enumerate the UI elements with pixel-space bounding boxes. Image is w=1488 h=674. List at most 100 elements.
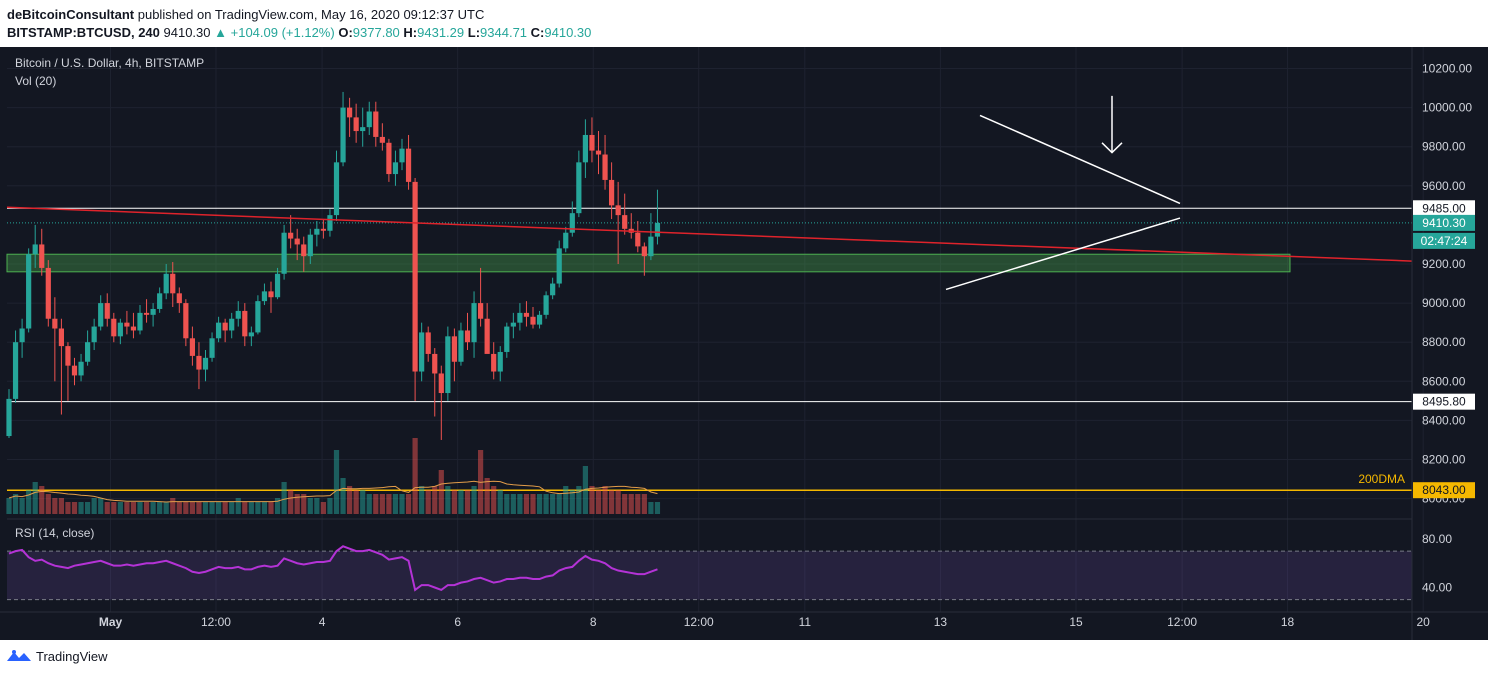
volume-bar [157, 502, 163, 514]
volume-bar [71, 502, 78, 514]
volume-bar [641, 494, 647, 514]
candle-body [216, 322, 222, 339]
price-tick-label: 9000.00 [1422, 296, 1466, 310]
candle-body [484, 318, 490, 354]
chart-panel[interactable]: 80.00 40.00 10200.00 10000.00 9800.00 9600.00… [0, 47, 1488, 640]
candle-body [405, 148, 412, 182]
candle-body [523, 312, 530, 317]
volume-bar [353, 490, 359, 514]
candle-body [333, 162, 340, 216]
volume-bar [576, 486, 582, 514]
volume-bar [176, 502, 182, 514]
volume-bar [39, 486, 45, 514]
volume-bar [255, 502, 261, 514]
price-tick-label: 9800.00 [1422, 140, 1466, 154]
candle-body [366, 111, 372, 128]
price-tick-label: 10200.00 [1422, 62, 1472, 76]
volume-bar [340, 478, 346, 514]
candle-body [242, 310, 248, 337]
volume-bar [386, 494, 392, 514]
volume-bar [137, 502, 143, 514]
rsi-band [7, 551, 1412, 600]
volume-bar [19, 498, 25, 514]
open-label: O: [338, 25, 353, 40]
candle-body [301, 244, 307, 257]
candle-body [340, 107, 346, 163]
candle-body [58, 328, 64, 347]
candle-body [569, 213, 575, 233]
candle-body [379, 136, 385, 143]
time-tick-label: 15 [1069, 615, 1083, 629]
arrow-head-icon [1101, 142, 1123, 154]
volume-bar [229, 502, 235, 514]
candle-body [425, 332, 431, 354]
volume-bar [261, 502, 268, 514]
candle-body [26, 254, 32, 329]
volume-bar [222, 502, 228, 514]
chart-canvas[interactable]: 80.00 40.00 10200.00 10000.00 9800.00 9600.00… [0, 47, 1488, 640]
descending-trendline [6, 206, 1413, 262]
candle-body [150, 308, 156, 315]
volume-bar [209, 502, 215, 514]
publish-info: published on TradingView.com, May 16, 20… [137, 7, 485, 22]
candle-body [85, 342, 91, 362]
tradingview-logo-icon[interactable] [6, 649, 32, 663]
axes: 80.00 40.00 10200.00 10000.00 9800.00 9600.00… [0, 47, 1488, 640]
candle-body [248, 332, 254, 337]
candle-body [229, 318, 235, 331]
candle-body [432, 353, 438, 374]
candle-body [32, 244, 38, 255]
price-change: ▲ +104.09 (+1.12%) [214, 25, 335, 40]
low-label: L: [467, 25, 481, 40]
candle-body [648, 236, 654, 257]
time-tick-label: 20 [1416, 615, 1430, 629]
volume-bar [301, 494, 307, 514]
volume-bar [569, 490, 575, 514]
ma-badge: 8043.00 [1422, 483, 1466, 497]
volume-bar [530, 494, 536, 514]
volume-bar [163, 502, 169, 514]
price-tick-label: 8800.00 [1422, 335, 1466, 349]
volume-bar [58, 498, 64, 514]
candle-body [111, 318, 117, 337]
volume-bar [6, 498, 12, 514]
time-tick-label: 12:00 [1167, 615, 1197, 629]
candle-body [261, 291, 268, 302]
volume-bars [6, 438, 661, 514]
candle-body [373, 111, 379, 137]
volume-bar [130, 502, 137, 514]
candle-body [635, 232, 641, 247]
price-tick-label: 8600.00 [1422, 374, 1466, 388]
volume-bar [582, 466, 588, 514]
candle-body [504, 326, 510, 352]
candle-body [6, 398, 12, 437]
last-price: 9410.30 [163, 25, 211, 40]
volume-bar [615, 490, 621, 514]
open-value: 9377.80 [352, 25, 400, 40]
candle-body [294, 238, 300, 245]
volume-bar [32, 482, 38, 514]
brand-name[interactable]: TradingView [36, 648, 108, 664]
volume-bar [464, 490, 471, 514]
volume-bar [484, 478, 490, 514]
volume-bar [405, 494, 412, 514]
candle-body [320, 228, 326, 231]
candle-body [386, 142, 392, 175]
volume-bar [432, 486, 438, 514]
price-badge-bg [1413, 214, 1475, 231]
time-tick-label: 18 [1281, 615, 1295, 629]
candle-body [19, 328, 25, 343]
volume-bar [248, 502, 254, 514]
volume-label: Vol (20) [15, 74, 56, 88]
candle-body [12, 342, 19, 399]
candle-body [478, 303, 484, 319]
volume-bar [91, 498, 97, 514]
volume-bar [235, 498, 241, 514]
candle-body [39, 244, 45, 268]
candle-body [589, 134, 595, 151]
volume-bar [504, 494, 510, 514]
candle-body [550, 283, 556, 296]
support-badge-bg [1413, 393, 1475, 410]
author-name[interactable]: deBitcoinConsultant [7, 7, 135, 22]
candle-body [576, 162, 582, 214]
